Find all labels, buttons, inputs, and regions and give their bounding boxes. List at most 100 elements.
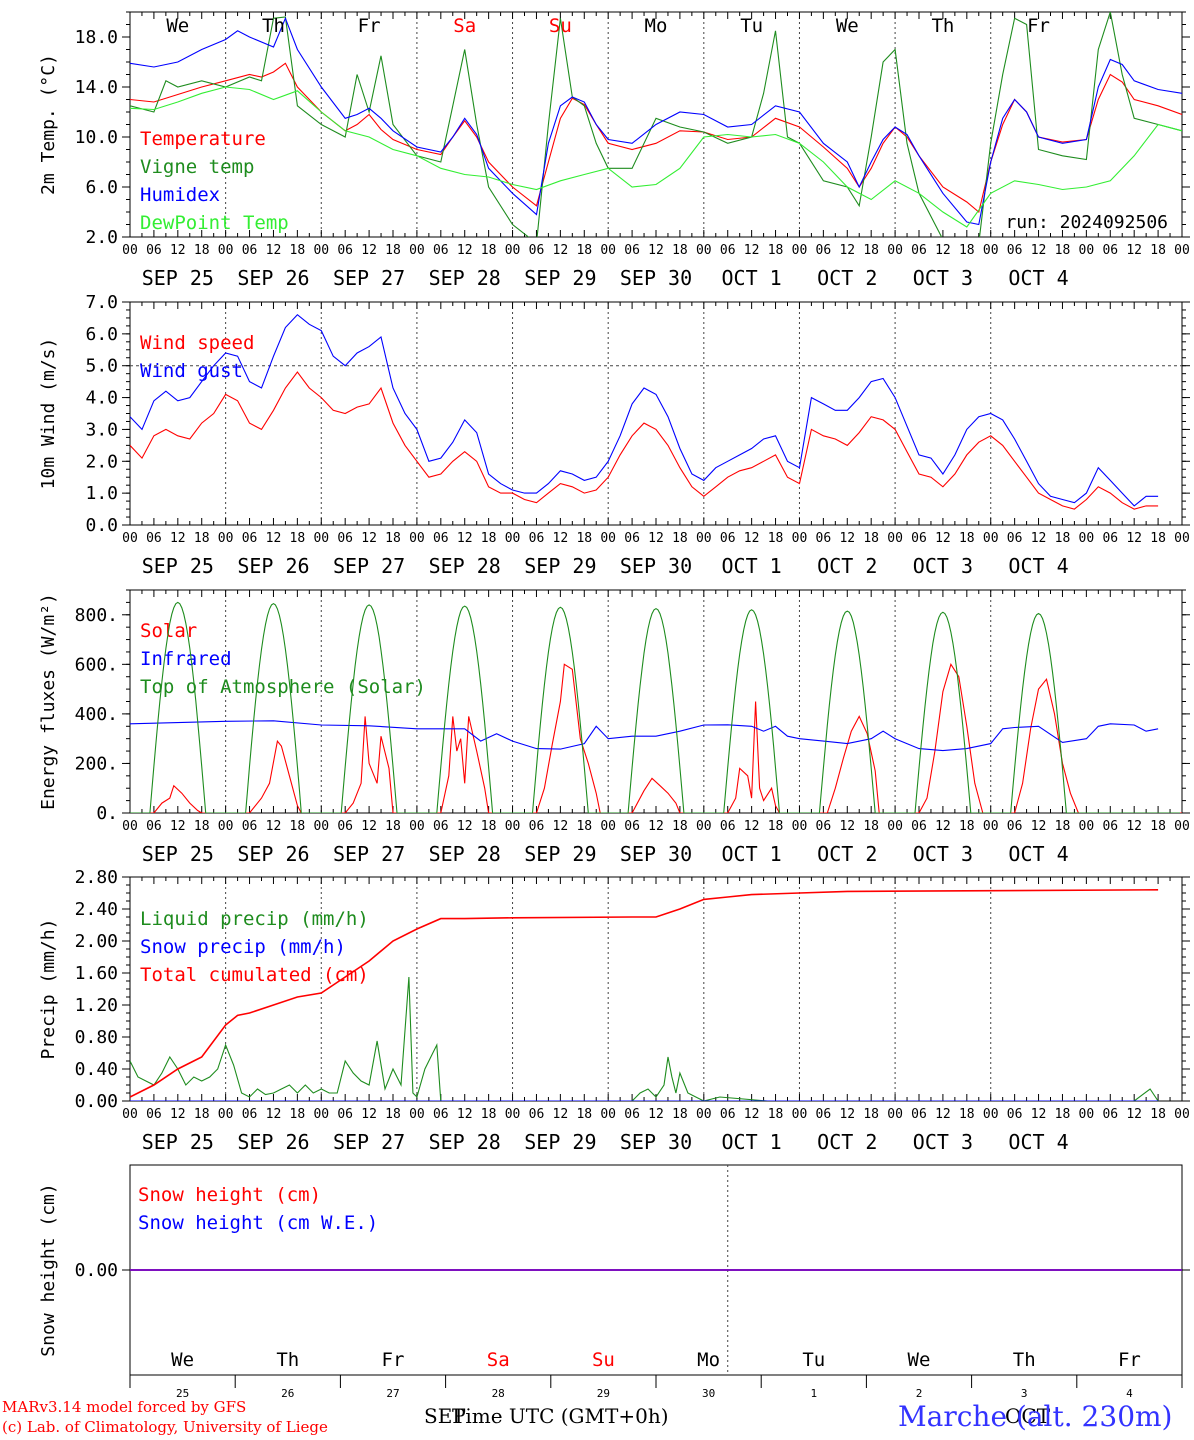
weekday-label-bottom: Mo <box>697 1349 720 1371</box>
x-hour-label: 00 <box>983 819 999 834</box>
y-tick-label: 0.00 <box>75 1091 118 1112</box>
x-hour-label: 00 <box>409 243 425 258</box>
weekday-label: Fr <box>358 15 381 37</box>
x-hour-label: 12 <box>1126 1107 1142 1122</box>
x-hour-label: 18 <box>768 243 784 258</box>
y-tick-label: 1.60 <box>75 963 118 984</box>
x-hour-label: 12 <box>935 531 951 546</box>
x-hour-label: 12 <box>170 1107 186 1122</box>
series-line-wind-speed <box>130 371 1159 510</box>
x-hour-label: 00 <box>122 531 138 546</box>
day-number-label: 28 <box>492 1387 505 1400</box>
x-hour-label: 00 <box>1079 1107 1095 1122</box>
x-date-label: SEP 29 <box>524 842 596 866</box>
y-tick-label: 2.0 <box>85 451 118 472</box>
series-line-vigne-temp <box>130 12 1182 237</box>
x-hour-label: 00 <box>218 243 234 258</box>
panel-frame <box>129 589 1183 814</box>
x-hour-label: 18 <box>863 531 879 546</box>
x-hour-label: 12 <box>266 243 282 258</box>
x-hour-label: 12 <box>170 819 186 834</box>
x-hour-label: 06 <box>911 1107 927 1122</box>
x-hour-label: 18 <box>672 531 688 546</box>
x-hour-label: 00 <box>122 243 138 258</box>
legend-label: Temperature <box>140 128 266 150</box>
x-date-label: OCT 2 <box>817 554 877 578</box>
y-tick-label: 2.0 <box>85 227 118 248</box>
y-tick-label: 5.0 <box>85 356 118 377</box>
x-hour-label: 18 <box>385 243 401 258</box>
y-tick-label: 0.40 <box>75 1059 118 1080</box>
x-hour-label: 06 <box>816 1107 832 1122</box>
x-hour-label: 00 <box>887 531 903 546</box>
x-hour-label: 06 <box>816 243 832 258</box>
x-hour-label: 18 <box>672 243 688 258</box>
weekday-label: Th <box>262 15 285 37</box>
x-hour-label: 18 <box>385 531 401 546</box>
x-hour-label: 00 <box>218 819 234 834</box>
series-line-wind-gust <box>130 313 1159 507</box>
x-hour-label: 12 <box>1126 531 1142 546</box>
x-date-label: OCT 4 <box>1008 554 1068 578</box>
x-hour-label: 06 <box>1102 531 1118 546</box>
x-hour-label: 00 <box>1079 243 1095 258</box>
x-hour-label: 12 <box>935 243 951 258</box>
x-hour-label: 06 <box>911 531 927 546</box>
series-line-total-cumulated-cm <box>130 889 1159 1098</box>
legend-label: Total cumulated (cm) <box>140 964 369 986</box>
y-tick-label: 2.40 <box>75 899 118 920</box>
x-hour-label: 00 <box>696 243 712 258</box>
x-hour-label: 06 <box>1102 819 1118 834</box>
x-date-label: SEP 30 <box>620 842 692 866</box>
x-hour-label: 00 <box>696 531 712 546</box>
x-date-label: OCT 2 <box>817 842 877 866</box>
x-hour-label: 12 <box>266 1107 282 1122</box>
x-hour-label: 12 <box>170 243 186 258</box>
x-hour-label: 06 <box>146 243 162 258</box>
day-number-label: 26 <box>281 1387 294 1400</box>
x-hour-label: 00 <box>1079 819 1095 834</box>
weekday-label-bottom: Tu <box>802 1349 825 1371</box>
weekday-label: We <box>166 15 189 37</box>
x-hour-label: 00 <box>505 819 521 834</box>
x-hour-label: 06 <box>433 819 449 834</box>
x-hour-label: 18 <box>194 819 210 834</box>
x-hour-label: 06 <box>911 243 927 258</box>
x-hour-label: 18 <box>672 1107 688 1122</box>
x-hour-label: 12 <box>839 531 855 546</box>
x-hour-label: 18 <box>1055 1107 1071 1122</box>
y-tick-label: 3.0 <box>85 419 118 440</box>
x-hour-label: 00 <box>696 819 712 834</box>
x-hour-label: 12 <box>1126 819 1142 834</box>
x-hour-label: 06 <box>1102 243 1118 258</box>
weekday-label-bottom: Fr <box>1118 1349 1141 1371</box>
x-hour-label: 00 <box>600 243 616 258</box>
x-hour-label: 00 <box>409 819 425 834</box>
x-hour-label: 00 <box>887 819 903 834</box>
credit-line-2: (c) Lab. of Climatology, University of L… <box>2 1418 328 1436</box>
x-hour-label: 06 <box>1007 531 1023 546</box>
x-hour-label: 12 <box>457 1107 473 1122</box>
x-date-label: SEP 25 <box>142 554 214 578</box>
x-hour-label: 00 <box>792 1107 808 1122</box>
x-hour-label: 00 <box>983 1107 999 1122</box>
y-tick-label: 14.0 <box>75 77 118 98</box>
weekday-label: We <box>836 15 859 37</box>
x-date-label: SEP 29 <box>524 554 596 578</box>
weekday-label-bottom: Fr <box>382 1349 405 1371</box>
x-hour-label: 06 <box>624 243 640 258</box>
x-date-label: SEP 30 <box>620 1130 692 1154</box>
x-date-label: OCT 1 <box>722 842 782 866</box>
series-line-liquid-precip-mm-h <box>130 976 1159 1101</box>
x-hour-label: 06 <box>146 819 162 834</box>
day-number-label: 27 <box>386 1387 399 1400</box>
x-hour-label: 06 <box>242 243 258 258</box>
y-tick-label: 1.20 <box>75 995 118 1016</box>
y-tick-label: 6.0 <box>85 177 118 198</box>
x-hour-label: 06 <box>529 243 545 258</box>
y-tick-label: 10.0 <box>75 127 118 148</box>
x-hour-label: 12 <box>648 243 664 258</box>
x-hour-label: 18 <box>290 243 306 258</box>
x-hour-label: 06 <box>1007 819 1023 834</box>
x-hour-label: 12 <box>744 531 760 546</box>
